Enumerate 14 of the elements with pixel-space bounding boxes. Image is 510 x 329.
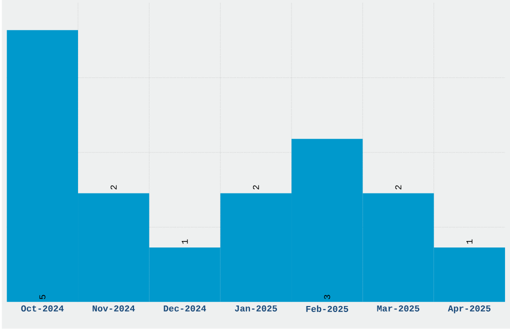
data-label: 2 (395, 185, 402, 190)
data-label: 5 (39, 294, 46, 300)
data-label: 1 (182, 240, 188, 244)
x-tick-label: Jan-2025 (234, 306, 277, 312)
x-tick-label: Dec-2024 (164, 306, 206, 312)
x-tick-label: Mar-2025 (377, 306, 420, 312)
x-tick-label: Nov-2024 (92, 306, 135, 312)
data-label: 2 (110, 185, 117, 190)
data-label: 1 (466, 240, 472, 244)
x-tick-label: Apr-2025 (448, 306, 490, 314)
data-label: 2 (252, 185, 259, 190)
x-tick-label: Oct-2024 (21, 306, 64, 312)
x-tick-label: Feb-2025 (306, 306, 348, 312)
data-label: 3 (324, 294, 330, 300)
